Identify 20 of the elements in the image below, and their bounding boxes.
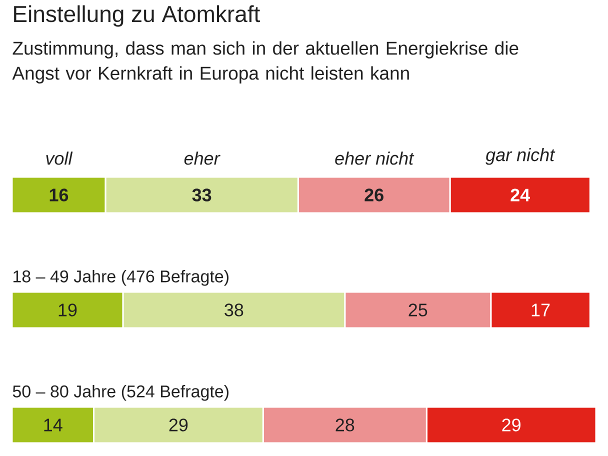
data-label: 38	[224, 304, 244, 316]
y-tick-label: 18 – 49 Jahre (476 Befragte)	[14, 270, 228, 286]
y-tick-label: 50 – 80 Jahre (524 Befragte)	[12, 384, 228, 401]
chart-title: Einstellung zu Atomkraft	[14, 5, 260, 27]
data-label: 24	[510, 188, 530, 202]
data-label: 25	[408, 304, 428, 316]
data-label: 19	[58, 304, 77, 316]
data-label: 33	[192, 188, 212, 202]
series-label: gar nicht	[486, 148, 556, 165]
data-label: 26	[364, 188, 384, 202]
data-label: 14	[44, 418, 62, 432]
series-label: eher	[184, 152, 220, 165]
series-label: eher nicht	[335, 152, 414, 165]
data-label: 29	[502, 418, 520, 432]
data-label: 29	[169, 418, 188, 432]
chart-subtitle: Zustimmung, dass man sich in der aktuellen Energiekrise die Angst vor Kernkraft in Europa nicht leisten kann	[12, 41, 518, 84]
data-label: 28	[336, 418, 354, 432]
data-label: 16	[50, 188, 68, 202]
series-label: voll	[46, 152, 73, 165]
data-label: 17	[532, 304, 550, 316]
